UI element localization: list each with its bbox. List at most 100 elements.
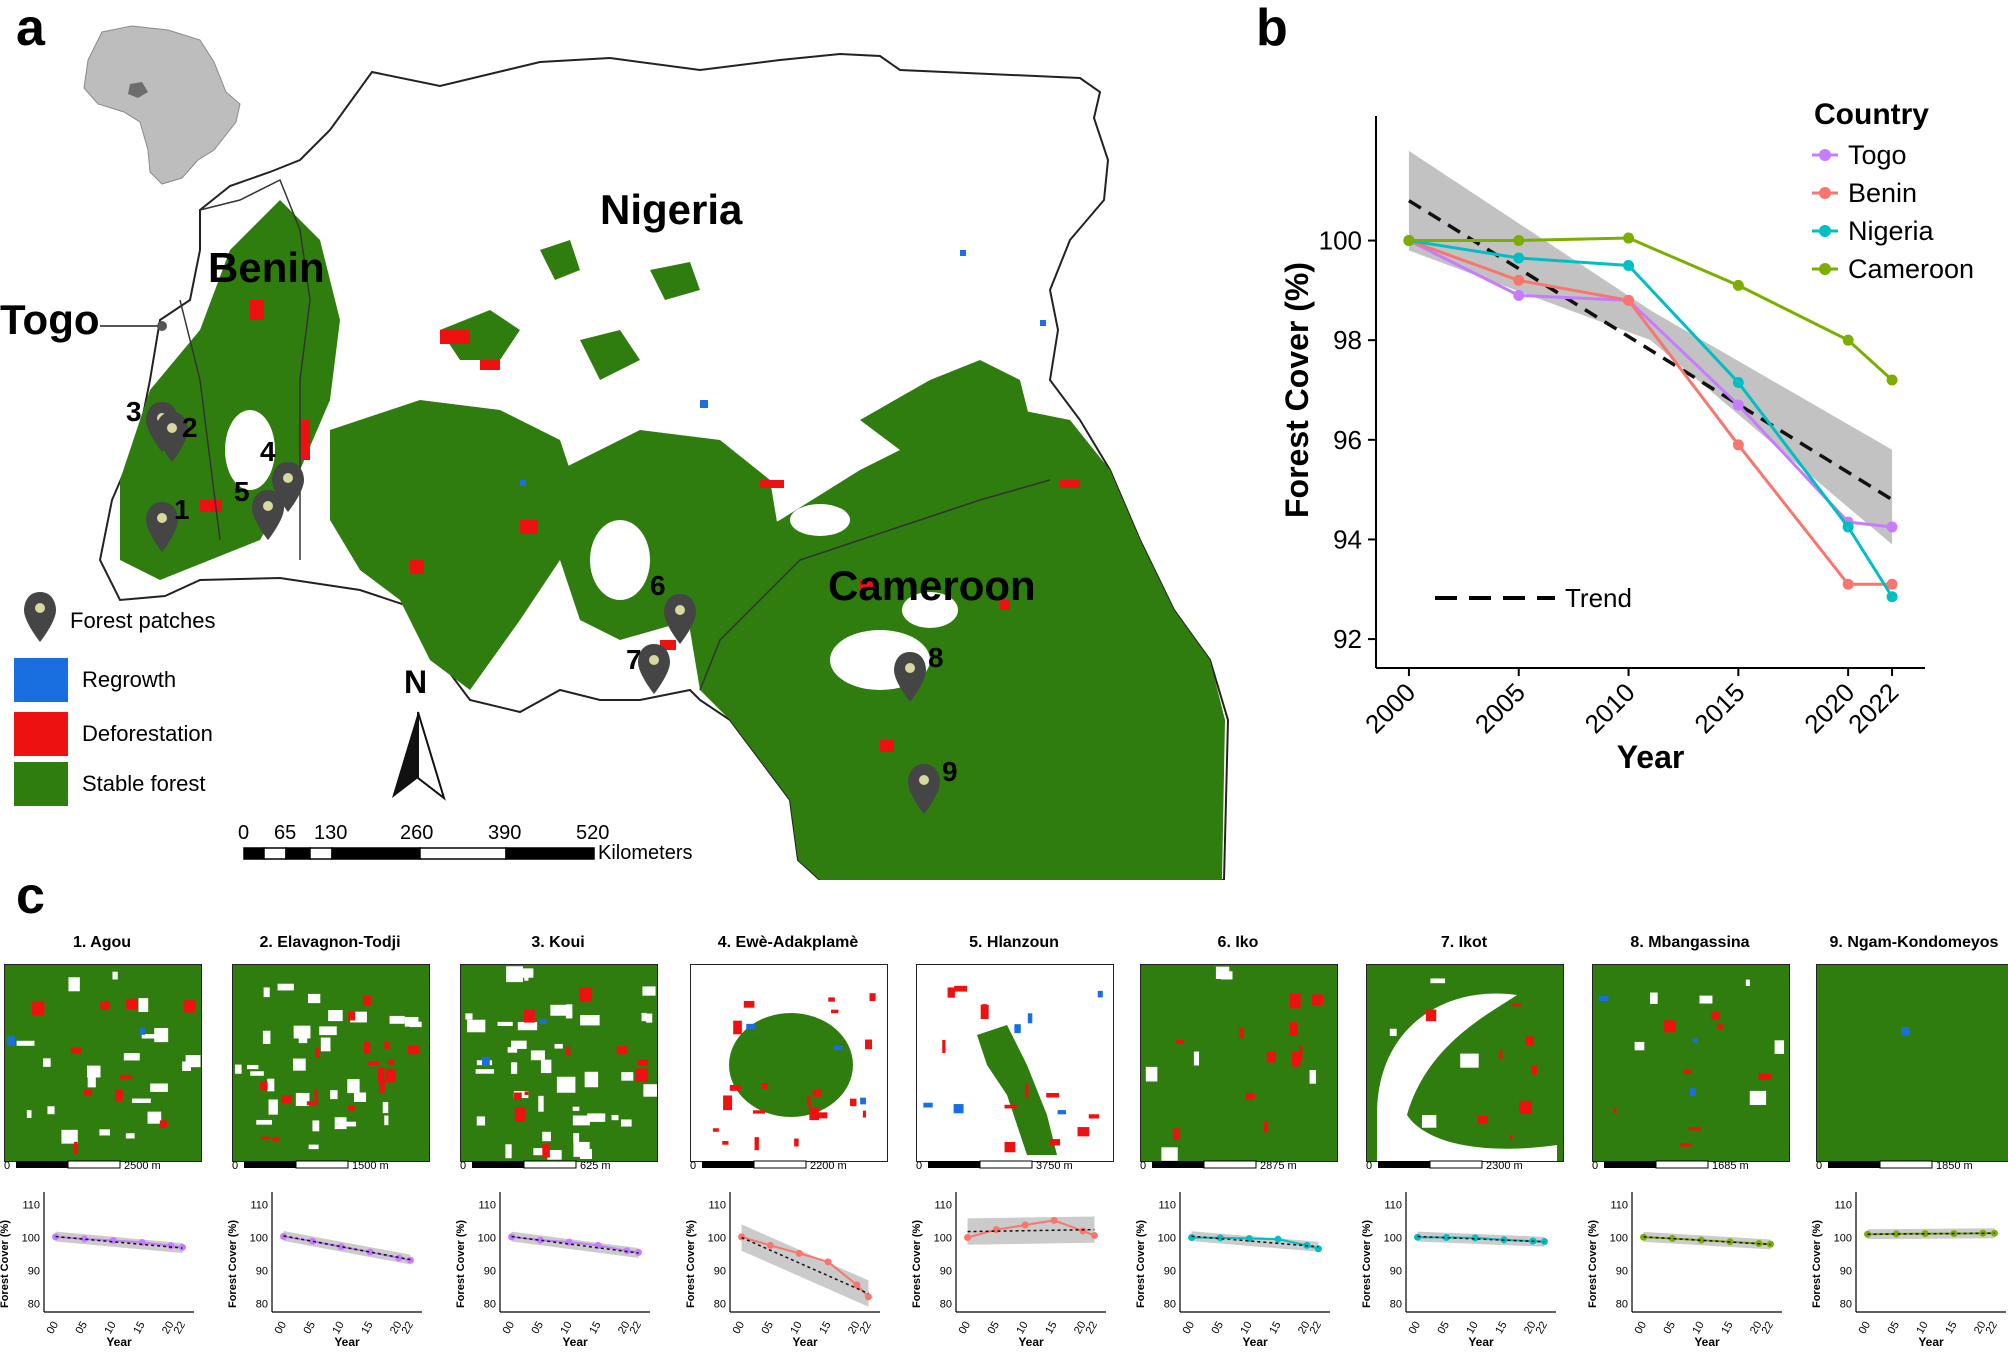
deforestation-cell xyxy=(1717,1023,1723,1030)
patch-x-tick-2015: 15 xyxy=(1943,1320,1960,1337)
patch-map-bg xyxy=(233,965,429,1161)
regrowth-cell xyxy=(953,1104,964,1114)
nonforest-cell xyxy=(328,1010,343,1022)
nonforest-cell xyxy=(573,1141,590,1157)
patch-point-2005 xyxy=(536,1236,544,1244)
patch-map-bg xyxy=(1817,965,2008,1161)
marker-pin-5[interactable] xyxy=(252,490,284,540)
nonforest-cell xyxy=(154,1028,169,1043)
patch-chart-5: 80 90 100 110 00 05 10 15 2022 Year Forest Cover (… xyxy=(911,1192,1106,1349)
nonforest-cell xyxy=(268,1099,278,1115)
scale-seg-black xyxy=(1604,1161,1656,1168)
patch-map-2[interactable] xyxy=(232,964,430,1162)
regrowth-cell xyxy=(481,1056,490,1066)
patch-title-1: 1. Agou xyxy=(72,934,132,951)
marker-pin-7[interactable] xyxy=(638,644,670,694)
patch-x-tick-2000: 00 xyxy=(1633,1320,1650,1337)
patch-map-6[interactable] xyxy=(1140,964,1338,1162)
africa-inset xyxy=(83,25,241,185)
patch-y-tick-90: 90 xyxy=(1840,1265,1852,1277)
scale-label: 2875 m xyxy=(1260,1160,1297,1172)
patch-map-1[interactable] xyxy=(4,964,202,1162)
deforestation-cell xyxy=(862,1110,867,1118)
patch-y-title: Forest Cover (%) xyxy=(1361,1220,1373,1308)
deforestation-cell xyxy=(761,1083,768,1089)
point-nigeria-2020 xyxy=(1842,521,1854,533)
regrowth-cell xyxy=(1689,1088,1696,1096)
y-tick-label-92: 92 xyxy=(1333,624,1362,654)
nonforest-cell xyxy=(1699,995,1713,1004)
patch-x-tick-2022: 22 xyxy=(400,1320,417,1337)
patch-map-8[interactable] xyxy=(1592,964,1790,1162)
patch-point-2010 xyxy=(1921,1230,1929,1238)
patch-x-tick-2022: 22 xyxy=(858,1320,875,1337)
marker-label-5: 5 xyxy=(234,476,250,507)
patch-point-2015 xyxy=(824,1258,832,1266)
patch-point-2010 xyxy=(795,1249,803,1257)
panel-label-c: c xyxy=(16,867,45,925)
deforestation-cell xyxy=(1239,1027,1244,1039)
patch-scalebar-7: 0 2300 m xyxy=(1366,1160,1523,1172)
patch-x-tick-2022: 22 xyxy=(1308,1320,1325,1337)
nonforest-cell xyxy=(26,1110,32,1118)
point-togo-2015 xyxy=(1732,399,1744,411)
scale-seg-white xyxy=(295,1160,349,1169)
patch-point-2010 xyxy=(1021,1221,1029,1229)
nonforest-cell xyxy=(347,1079,360,1094)
deforestation-cell xyxy=(947,987,955,998)
deforestation-cell xyxy=(183,1000,196,1013)
patch-point-2005 xyxy=(766,1241,774,1249)
patch-x-title: Year xyxy=(1018,1335,1044,1349)
series-line-nigeria xyxy=(1408,239,1894,598)
patch-trend-line xyxy=(741,1236,869,1295)
scale-seg-white xyxy=(1879,1160,1933,1169)
patch-point-2020 xyxy=(1079,1227,1087,1235)
patch-y-tick-110: 110 xyxy=(1384,1200,1402,1212)
marker-pin-9[interactable] xyxy=(908,764,940,814)
nonforest-cell xyxy=(247,1064,259,1070)
deforestation-cell xyxy=(1172,1128,1180,1140)
regrowth-cell xyxy=(746,1023,756,1029)
patch-x-tick-2010: 10 xyxy=(788,1320,805,1337)
patch-x-tick-2015: 15 xyxy=(817,1320,834,1337)
nonforest-cell xyxy=(99,1129,110,1136)
nonforest-cell xyxy=(307,993,321,1004)
patch-title-9: 9. Ngam-Kondomeyos xyxy=(1829,934,1999,951)
patch-y-tick-80: 80 xyxy=(1840,1298,1852,1310)
nonforest-cell xyxy=(475,1069,495,1074)
deforestation-cell xyxy=(523,1010,535,1023)
patch-map-5[interactable] xyxy=(916,964,1114,1162)
patch-map-9[interactable] xyxy=(1816,964,2008,1162)
deforestation-cell xyxy=(385,1068,396,1083)
legend-dot-cameroon xyxy=(1819,263,1831,275)
marker-pin-6[interactable] xyxy=(664,594,696,644)
deforestation-cell xyxy=(733,1020,742,1035)
nonforest-cell xyxy=(150,1083,168,1092)
patch-map-4[interactable] xyxy=(690,964,888,1162)
nonforest-cell xyxy=(409,1021,422,1028)
marker-pin-8[interactable] xyxy=(894,652,926,702)
deforestation-cell xyxy=(814,1112,828,1119)
patch-y-tick-80: 80 xyxy=(484,1298,496,1310)
patch-y-tick-80: 80 xyxy=(1390,1298,1402,1310)
scale-tick-0: 0 xyxy=(238,822,250,844)
deforestation-cell xyxy=(1049,1139,1061,1146)
patch-point-2022 xyxy=(864,1293,872,1301)
deforestation-cell xyxy=(1688,1127,1702,1131)
patch-x-tick-2020: 20 xyxy=(1748,1320,1765,1337)
patch-map-7[interactable] xyxy=(1366,964,1564,1162)
patch-y-tick-110: 110 xyxy=(1834,1200,1852,1212)
marker-label-9: 9 xyxy=(942,756,958,787)
patch-chart-7: 80 90 100 110 00 05 10 15 2022 Year Forest Cover (… xyxy=(1361,1192,1556,1349)
patch-title-4: 4. Ewè-Adakplamè xyxy=(717,934,859,951)
nonforest-cell xyxy=(517,1021,538,1031)
scale-seg-black xyxy=(1828,1161,1880,1168)
deforestation-cell xyxy=(1245,1093,1255,1100)
nonforest-cell xyxy=(147,1111,162,1124)
patch-y-tick-110: 110 xyxy=(934,1200,952,1212)
nonforest-cell xyxy=(642,986,656,996)
patch-map-3[interactable] xyxy=(460,964,658,1162)
deforestation-cell xyxy=(954,985,967,992)
marker-label-2: 2 xyxy=(182,412,198,443)
patch-x-tick-2005: 05 xyxy=(1209,1320,1226,1337)
